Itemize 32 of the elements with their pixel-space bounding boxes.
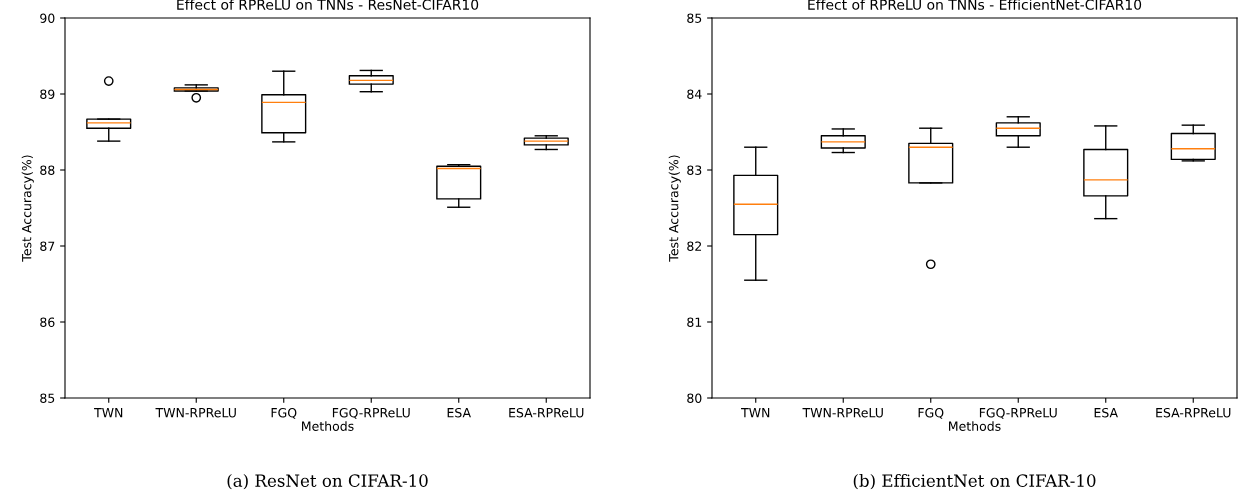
- y-tick-label: 87: [40, 241, 55, 251]
- x-tick-label: FGQ: [918, 407, 944, 419]
- x-tick-label: ESA: [1094, 407, 1118, 418]
- y-tick-label: 84: [687, 89, 702, 99]
- y-tick-label: 81: [687, 317, 702, 327]
- y-tick-label: 83: [687, 165, 702, 175]
- y-tick-label: 89: [40, 89, 55, 99]
- x-tick-label: ESA-RPReLU: [1156, 407, 1231, 418]
- x-tick-label: TWN-RPReLU: [155, 408, 236, 418]
- chart-title: Effect of RPReLU on TNNs - ResNet-CIFAR10: [177, 0, 479, 10]
- x-tick-label: TWN-RPReLU: [802, 408, 883, 418]
- text: (b) EfficientNet on CIFAR-10: [853, 474, 1096, 490]
- x-tick-label: ESA: [447, 407, 471, 418]
- y-tick-label: 82: [687, 241, 702, 251]
- x-tick-label: TWN: [94, 408, 123, 418]
- x-tick-label: ESA-RPReLU: [509, 407, 584, 418]
- x-tick-label: FGQ-RPReLU: [332, 407, 410, 419]
- y-tick-label: 88: [40, 165, 55, 175]
- y-tick-label: 86: [40, 317, 55, 327]
- text: (a) ResNet on CIFAR-10: [227, 474, 428, 490]
- y-tick-label: 85: [687, 13, 702, 23]
- x-axis-title: Methods: [302, 421, 354, 431]
- y-tick-label: 80: [687, 393, 702, 403]
- x-tick-label: FGQ-RPReLU: [979, 407, 1057, 419]
- y-tick-label: 85: [40, 393, 55, 403]
- x-tick-label: TWN: [741, 408, 770, 418]
- chart-title: Effect of RPReLU on TNNs - EfficientNet-CIFAR10: [808, 0, 1142, 10]
- y-axis-title: Test Accuracy(%): [668, 155, 681, 262]
- x-axis-title: Methods: [949, 421, 1001, 431]
- x-tick-label: FGQ: [271, 407, 297, 419]
- y-axis-title: Test Accuracy(%): [21, 155, 34, 262]
- y-tick-label: 90: [40, 13, 55, 23]
